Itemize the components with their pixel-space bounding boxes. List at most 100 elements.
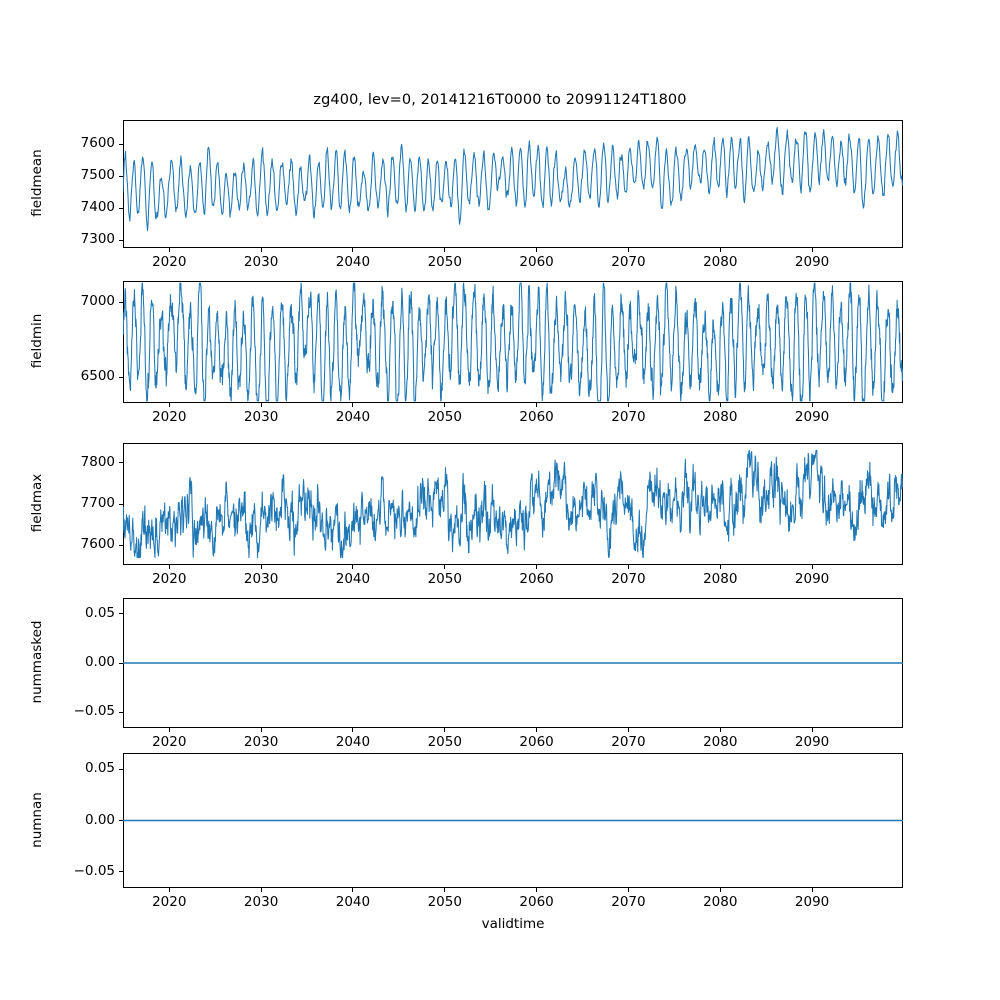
- xtick-mark-fieldmax-2: [352, 565, 354, 569]
- xtick-label-numnan-2: 2040: [335, 894, 371, 910]
- xtick-mark-numnan-2: [352, 888, 354, 892]
- xtick-label-fieldmin-1: 2030: [243, 409, 279, 425]
- ytick-mark-fieldmax-2: [119, 462, 123, 464]
- xtick-label-fieldmean-3: 2050: [427, 254, 462, 270]
- xtick-label-numnan-4: 2060: [519, 894, 554, 910]
- xtick-mark-numnan-6: [719, 888, 721, 892]
- xtick-label-fieldmin-5: 2070: [611, 409, 646, 425]
- xtick-mark-fieldmax-5: [627, 565, 629, 569]
- xtick-label-fieldmin-3: 2050: [427, 409, 462, 425]
- xtick-label-nummasked-7: 2090: [794, 734, 830, 750]
- series-fieldmax: [123, 449, 903, 559]
- ytick-mark-fieldmax-1: [119, 503, 123, 505]
- xtick-mark-fieldmean-5: [627, 248, 629, 252]
- ytick-label-fieldmax-2: 7800: [80, 453, 115, 470]
- xtick-mark-fieldmax-7: [811, 565, 813, 569]
- ytick-mark-nummasked-2: [119, 613, 123, 615]
- ytick-label-nummasked-1: 0.00: [84, 654, 115, 670]
- ytick-label-numnan-2: 0.05: [84, 760, 115, 777]
- xtick-mark-fieldmin-4: [536, 403, 538, 407]
- xtick-mark-fieldmean-4: [536, 248, 538, 252]
- xtick-label-fieldmean-2: 2040: [335, 254, 371, 270]
- ytick-label-fieldmin-1: 7000: [80, 293, 115, 310]
- xtick-label-numnan-7: 2090: [794, 894, 830, 910]
- ytick-label-fieldmin-0: 6500: [80, 368, 115, 385]
- xtick-label-fieldmin-2: 2040: [335, 409, 371, 425]
- ytick-mark-fieldmin-0: [119, 376, 123, 378]
- xtick-label-fieldmin-0: 2020: [152, 409, 187, 425]
- xtick-mark-numnan-5: [627, 888, 629, 892]
- ytick-mark-numnan-1: [119, 820, 123, 822]
- figure-title: zg400, lev=0, 20141216T0000 to 20991124T…: [313, 92, 687, 108]
- xtick-mark-fieldmax-4: [536, 565, 538, 569]
- ytick-label-nummasked-0: −0.05: [73, 703, 115, 720]
- xtick-mark-fieldmin-7: [811, 403, 813, 407]
- xtick-label-fieldmean-1: 2030: [243, 254, 279, 270]
- xtick-label-fieldmax-0: 2020: [152, 571, 187, 587]
- xtick-mark-fieldmax-0: [168, 565, 170, 569]
- xtick-mark-fieldmean-6: [719, 248, 721, 252]
- xtick-mark-fieldmin-6: [719, 403, 721, 407]
- y-axis-label-numnan: numnan: [29, 791, 45, 848]
- panel-frame-fieldmean: [123, 120, 903, 248]
- xtick-mark-nummasked-6: [719, 728, 721, 732]
- xtick-label-fieldmax-2: 2040: [335, 571, 371, 587]
- ytick-label-nummasked-2: 0.05: [84, 604, 115, 621]
- xtick-mark-fieldmin-2: [352, 403, 354, 407]
- xtick-label-fieldmean-7: 2090: [794, 254, 830, 270]
- ytick-label-fieldmean-1: 7400: [80, 199, 115, 216]
- xtick-mark-numnan-7: [811, 888, 813, 892]
- series-fieldmean: [123, 126, 903, 232]
- xtick-label-nummasked-5: 2070: [611, 734, 646, 750]
- data-trace-fieldmin: [123, 282, 903, 402]
- data-trace-nummasked: [123, 662, 903, 664]
- xtick-mark-numnan-3: [444, 888, 446, 892]
- data-trace-fieldmax: [123, 449, 903, 559]
- ytick-mark-fieldmean-3: [119, 143, 123, 145]
- panel-numnan: [123, 753, 903, 888]
- x-axis-label: validtime: [481, 916, 545, 932]
- xtick-label-fieldmean-6: 2080: [703, 254, 738, 270]
- panel-fieldmax: [123, 443, 903, 565]
- xtick-mark-fieldmax-3: [444, 565, 446, 569]
- ytick-mark-fieldmean-0: [119, 239, 123, 241]
- xtick-mark-numnan-1: [260, 888, 262, 892]
- xtick-mark-fieldmin-3: [444, 403, 446, 407]
- xtick-mark-nummasked-5: [627, 728, 629, 732]
- xtick-label-numnan-1: 2030: [243, 894, 279, 910]
- xtick-label-numnan-0: 2020: [152, 894, 187, 910]
- ytick-mark-numnan-0: [119, 871, 123, 873]
- xtick-label-numnan-3: 2050: [427, 894, 462, 910]
- xtick-label-fieldmean-5: 2070: [611, 254, 646, 270]
- ytick-mark-fieldmean-2: [119, 175, 123, 177]
- xtick-label-fieldmin-7: 2090: [794, 409, 830, 425]
- xtick-label-nummasked-4: 2060: [519, 734, 554, 750]
- xtick-mark-fieldmean-2: [352, 248, 354, 252]
- series-fieldmin: [123, 282, 903, 402]
- xtick-mark-nummasked-4: [536, 728, 538, 732]
- ytick-mark-fieldmin-1: [119, 301, 123, 304]
- ytick-label-fieldmax-0: 7600: [80, 536, 115, 553]
- data-trace-numnan: [123, 819, 903, 822]
- ytick-label-numnan-1: 0.00: [84, 811, 115, 828]
- ytick-mark-nummasked-0: [119, 711, 123, 713]
- ytick-label-fieldmean-3: 7600: [80, 135, 115, 152]
- xtick-label-numnan-6: 2080: [703, 894, 738, 910]
- xtick-mark-nummasked-3: [444, 728, 446, 732]
- xtick-mark-fieldmax-6: [719, 565, 721, 569]
- xtick-label-fieldmax-6: 2080: [703, 571, 738, 587]
- ytick-mark-fieldmax-0: [119, 544, 123, 546]
- ytick-label-numnan-0: −0.05: [73, 862, 115, 879]
- data-trace-fieldmean: [123, 126, 903, 232]
- ytick-mark-fieldmean-1: [119, 207, 123, 209]
- xtick-mark-fieldmean-3: [444, 248, 446, 252]
- panel-fieldmin: [123, 281, 903, 403]
- xtick-label-fieldmax-1: 2030: [243, 571, 279, 587]
- xtick-mark-nummasked-1: [260, 728, 262, 732]
- xtick-label-nummasked-0: 2020: [152, 734, 187, 750]
- xtick-mark-numnan-0: [168, 888, 170, 892]
- xtick-label-fieldmin-4: 2060: [519, 409, 554, 425]
- xtick-label-fieldmin-6: 2080: [703, 409, 738, 425]
- xtick-label-nummasked-1: 2030: [243, 734, 279, 750]
